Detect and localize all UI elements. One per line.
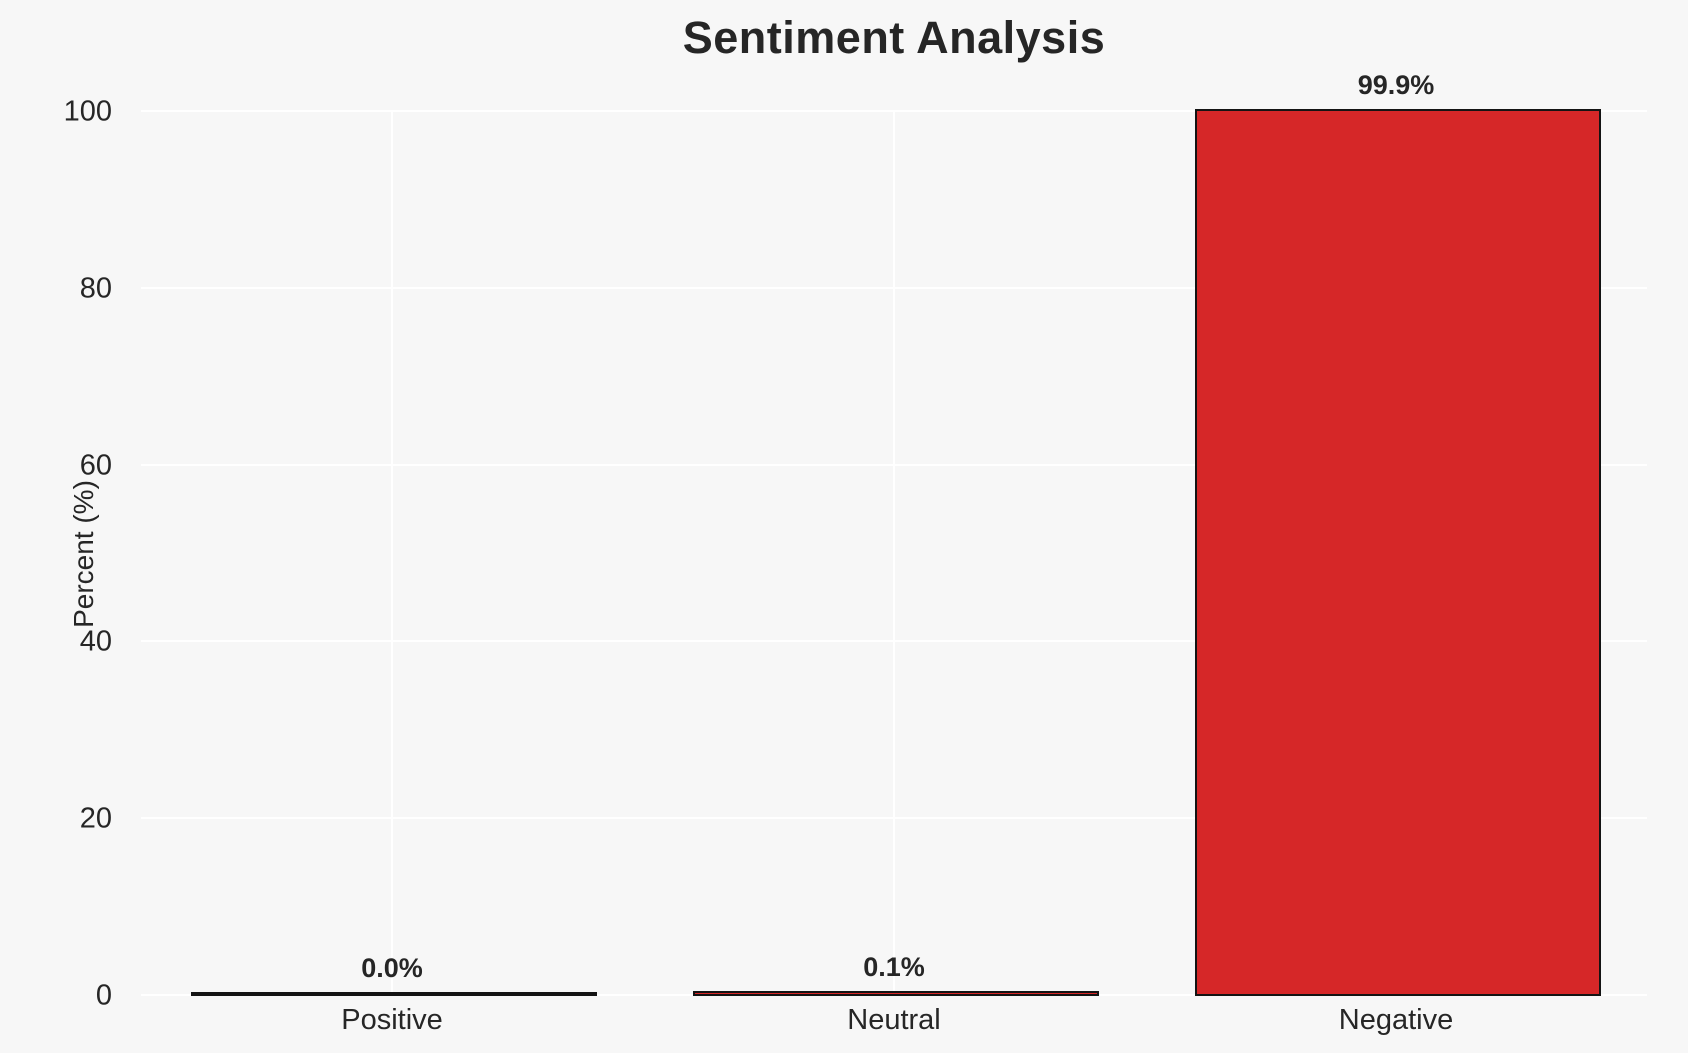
y-tick-label: 40 (79, 625, 112, 658)
h-gridline (141, 110, 1647, 112)
y-tick-label: 80 (79, 272, 112, 305)
v-gridline (893, 112, 895, 996)
v-gridline (391, 112, 393, 996)
bar-value-label: 0.1% (863, 952, 925, 983)
x-tick-label: Negative (1338, 1004, 1454, 1036)
y-axis-label: Percent (%) (67, 480, 99, 628)
y-tick-label: 60 (79, 449, 112, 482)
bar-value-label: 0.0% (361, 953, 423, 983)
bar-negative (1195, 108, 1601, 996)
bar-value-label: 99.9% (1357, 69, 1435, 100)
y-tick-label: 20 (79, 802, 112, 835)
x-tick-label: Positive (341, 1004, 443, 1036)
bar-positive (191, 992, 597, 996)
y-tick-label: 100 (63, 95, 112, 128)
bar-neutral (693, 991, 1099, 996)
y-tick-label: 0 (95, 979, 112, 1012)
chart-title: Sentiment Analysis (682, 12, 1106, 63)
plot-area: 0.0% 0.1% 99.9% (141, 70, 1647, 996)
x-tick-label: Neutral (847, 1004, 941, 1036)
